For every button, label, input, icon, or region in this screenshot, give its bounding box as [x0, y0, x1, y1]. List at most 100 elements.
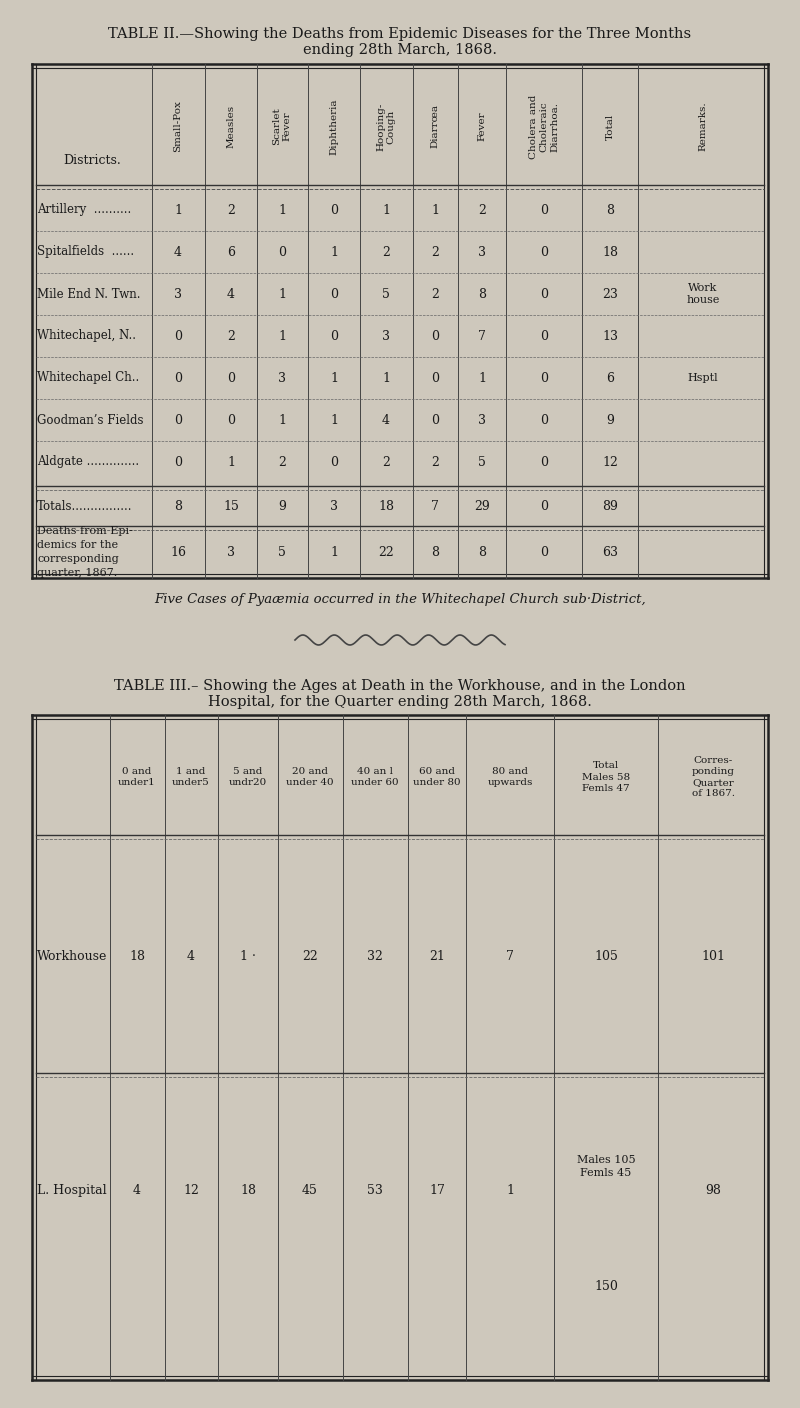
- Text: 21: 21: [429, 949, 445, 963]
- Text: 0: 0: [540, 287, 548, 300]
- Text: 18: 18: [240, 1184, 256, 1197]
- Text: Corres-
ponding
Quarter
of 1867.: Corres- ponding Quarter of 1867.: [691, 756, 734, 798]
- Text: Males 105
Femls 45: Males 105 Femls 45: [577, 1155, 635, 1178]
- Text: 0: 0: [330, 204, 338, 217]
- Text: Fever: Fever: [478, 111, 486, 141]
- Text: 0: 0: [330, 456, 338, 469]
- Text: 1: 1: [382, 372, 390, 384]
- Text: 45: 45: [302, 1184, 318, 1197]
- Text: 0: 0: [431, 372, 439, 384]
- Text: 0: 0: [330, 329, 338, 342]
- Text: 4: 4: [133, 1184, 141, 1197]
- Text: 23: 23: [602, 287, 618, 300]
- Text: 0: 0: [540, 500, 548, 513]
- Text: 3: 3: [330, 500, 338, 513]
- Text: 0: 0: [431, 414, 439, 427]
- Text: 9: 9: [278, 500, 286, 513]
- Text: Mile End N. Twn.: Mile End N. Twn.: [37, 287, 141, 300]
- Text: ending 28th March, 1868.: ending 28th March, 1868.: [303, 44, 497, 56]
- Text: Remarks.: Remarks.: [698, 101, 707, 151]
- Text: 1: 1: [278, 414, 286, 427]
- Text: 0: 0: [174, 329, 182, 342]
- Text: 22: 22: [378, 546, 394, 559]
- Text: Hsptl: Hsptl: [688, 373, 718, 383]
- Text: 0: 0: [227, 414, 235, 427]
- Text: 63: 63: [602, 546, 618, 559]
- Text: Measles: Measles: [226, 106, 235, 148]
- Text: Diarrœa: Diarrœa: [430, 104, 439, 148]
- Text: 7: 7: [506, 949, 514, 963]
- Text: 0: 0: [540, 372, 548, 384]
- Text: 98: 98: [705, 1184, 721, 1197]
- Text: Artillery  ..........: Artillery ..........: [37, 204, 131, 217]
- Text: 150: 150: [594, 1280, 618, 1293]
- Text: Goodman’s Fields: Goodman’s Fields: [37, 414, 143, 427]
- Text: Five Cases of Pyaæmia occurred in the Whitechapel Church sub·District,: Five Cases of Pyaæmia occurred in the Wh…: [154, 594, 646, 607]
- Text: 1: 1: [506, 1184, 514, 1197]
- Text: 1: 1: [382, 204, 390, 217]
- Text: TABLE II.—Showing the Deaths from Epidemic Diseases for the Three Months: TABLE II.—Showing the Deaths from Epidem…: [109, 27, 691, 41]
- Text: 1: 1: [278, 204, 286, 217]
- Text: Whitechapel, N..: Whitechapel, N..: [37, 329, 136, 342]
- Text: Aldgate ..............: Aldgate ..............: [37, 456, 139, 469]
- Text: 3: 3: [382, 329, 390, 342]
- Text: 0: 0: [540, 546, 548, 559]
- Text: 4: 4: [187, 949, 195, 963]
- Text: 2: 2: [278, 456, 286, 469]
- Text: 6: 6: [606, 372, 614, 384]
- Text: 60 and
under 80: 60 and under 80: [413, 767, 461, 787]
- Text: Work
house: Work house: [686, 283, 720, 306]
- Text: 2: 2: [227, 204, 235, 217]
- Text: 13: 13: [602, 329, 618, 342]
- Text: 0: 0: [278, 245, 286, 259]
- Text: Hooping-
Cough: Hooping- Cough: [376, 103, 396, 151]
- Text: 1: 1: [278, 329, 286, 342]
- Text: 1: 1: [227, 456, 235, 469]
- Text: 53: 53: [367, 1184, 383, 1197]
- Text: 3: 3: [227, 546, 235, 559]
- Text: Total
Males 58
Femls 47: Total Males 58 Femls 47: [582, 762, 630, 793]
- Text: 2: 2: [431, 245, 439, 259]
- Text: 0 and
under1: 0 and under1: [118, 767, 156, 787]
- Text: 1: 1: [330, 372, 338, 384]
- Text: 17: 17: [429, 1184, 445, 1197]
- Text: 2: 2: [431, 456, 439, 469]
- Text: 0: 0: [174, 456, 182, 469]
- Text: Total: Total: [606, 114, 614, 139]
- Text: 8: 8: [431, 546, 439, 559]
- Text: 4: 4: [174, 245, 182, 259]
- Text: 1: 1: [431, 204, 439, 217]
- Text: 4: 4: [227, 287, 235, 300]
- Text: L. Hospital: L. Hospital: [37, 1184, 106, 1197]
- Text: 1 ·: 1 ·: [240, 949, 256, 963]
- Text: 3: 3: [478, 245, 486, 259]
- Text: 0: 0: [227, 372, 235, 384]
- Text: 16: 16: [170, 546, 186, 559]
- Text: 18: 18: [129, 949, 145, 963]
- Text: 18: 18: [602, 245, 618, 259]
- Text: 32: 32: [367, 949, 383, 963]
- Text: 29: 29: [474, 500, 490, 513]
- Text: Whitechapel Ch..: Whitechapel Ch..: [37, 372, 139, 384]
- Text: 1: 1: [330, 546, 338, 559]
- Text: 0: 0: [431, 329, 439, 342]
- Text: Cholera and
Choleraic
Diarrhoa.: Cholera and Choleraic Diarrhoa.: [529, 94, 559, 159]
- Text: 9: 9: [606, 414, 614, 427]
- Text: 2: 2: [431, 287, 439, 300]
- Text: 5 and
undr20: 5 and undr20: [229, 767, 267, 787]
- Text: 80 and
upwards: 80 and upwards: [487, 767, 533, 787]
- Text: 0: 0: [540, 204, 548, 217]
- Text: 0: 0: [174, 414, 182, 427]
- Text: 3: 3: [174, 287, 182, 300]
- Text: 6: 6: [227, 245, 235, 259]
- Text: 18: 18: [378, 500, 394, 513]
- Text: 8: 8: [478, 546, 486, 559]
- Text: Districts.: Districts.: [63, 153, 121, 166]
- Text: 5: 5: [382, 287, 390, 300]
- Text: 1: 1: [478, 372, 486, 384]
- Text: 0: 0: [174, 372, 182, 384]
- Text: 22: 22: [302, 949, 318, 963]
- Text: 8: 8: [478, 287, 486, 300]
- Text: 0: 0: [540, 414, 548, 427]
- Text: 1 and
under5: 1 and under5: [172, 767, 210, 787]
